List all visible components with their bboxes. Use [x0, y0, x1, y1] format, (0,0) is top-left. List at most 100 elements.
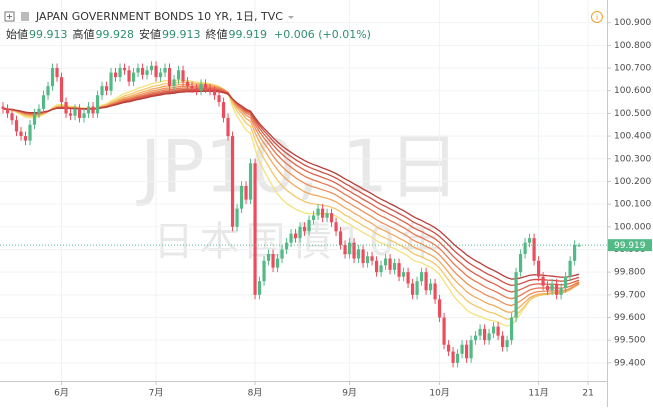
candle [406, 267, 410, 289]
candle [176, 65, 181, 84]
candle-body [118, 68, 122, 78]
candle [221, 97, 226, 123]
candle [127, 65, 131, 87]
candle [271, 249, 275, 273]
candle [482, 324, 487, 345]
candle-body [275, 258, 280, 268]
candle-body [307, 219, 311, 232]
candle [230, 131, 235, 232]
candle-body [410, 283, 415, 295]
info-icon[interactable] [591, 11, 603, 23]
candle [392, 258, 397, 275]
candle [374, 256, 379, 277]
watermark: JP10, 1日 日本国債10年 [136, 125, 460, 265]
candle-body [185, 81, 190, 87]
candle [41, 90, 46, 114]
candle [217, 90, 221, 107]
candle [424, 267, 428, 295]
candle-body [190, 86, 194, 89]
candle [253, 158, 257, 300]
candle-body [293, 233, 298, 239]
candle [203, 79, 208, 93]
candle [55, 63, 59, 82]
candle-body [68, 113, 73, 116]
candle-body [329, 213, 334, 223]
candle-body [145, 70, 149, 75]
candle-body [496, 326, 500, 336]
candle-body [203, 83, 208, 89]
x-tick-label: 21 [582, 389, 593, 399]
x-tick-label: 11月 [528, 388, 548, 399]
ohlc-label: 終値 [206, 27, 228, 41]
candle [77, 104, 82, 123]
candle-body [181, 70, 185, 82]
candle [415, 276, 419, 300]
y-tick-label: 100.500 [614, 109, 651, 119]
y-tick-label: 100.400 [614, 132, 651, 142]
candle-body [370, 256, 374, 261]
candle-body [131, 72, 136, 82]
candle [86, 102, 91, 118]
candle [149, 61, 154, 75]
candle [352, 238, 356, 264]
candle-body [563, 276, 568, 289]
candle-body [266, 254, 271, 261]
candle [451, 346, 455, 368]
candle-body [46, 86, 50, 96]
candle [23, 131, 28, 146]
candle-body [136, 68, 140, 73]
candle [235, 204, 239, 232]
collapse-icon[interactable] [4, 11, 15, 22]
y-tick-label: 99.800 [614, 268, 646, 278]
candle [136, 63, 140, 78]
candle [122, 63, 127, 75]
candle-body [334, 222, 338, 232]
candle [527, 233, 532, 248]
candle-body [487, 333, 491, 341]
ohlc-value: 99.928 [96, 28, 135, 41]
candle-body [482, 328, 487, 341]
candle [316, 204, 320, 220]
candle-body [127, 70, 131, 82]
candle-body [158, 72, 163, 78]
candle-body [122, 68, 127, 71]
candle-body [406, 272, 410, 284]
candle [208, 83, 212, 96]
ohlc-value: 99.913 [162, 28, 201, 41]
x-tick-label: 8月 [248, 388, 263, 399]
y-tick-label: 100.700 [614, 64, 651, 74]
candle [28, 120, 32, 146]
candle [343, 240, 347, 259]
candle-body [212, 90, 217, 96]
candle-body [316, 208, 320, 216]
candle-body [338, 231, 343, 245]
candle-body [446, 344, 451, 352]
candle-body [199, 83, 203, 91]
candle [302, 222, 307, 236]
ohlc-values: 始値 99.913 高値 99.928 安値 99.913 終値 99.919 +0.006 (… [6, 27, 371, 41]
y-tick-label: 100.800 [614, 41, 651, 51]
candle-body [239, 185, 244, 209]
candle [550, 278, 554, 295]
candle-body [401, 272, 406, 277]
candle-body [289, 233, 293, 243]
candle [68, 108, 73, 121]
candle-body [509, 317, 514, 341]
info-icon-glyph: i [596, 13, 598, 22]
candle-body [532, 238, 536, 261]
candle [109, 68, 113, 96]
candle [509, 312, 514, 345]
candle [500, 331, 505, 352]
candle [244, 181, 248, 205]
candle [262, 256, 266, 286]
candle-body [257, 281, 262, 295]
y-tick-label: 99.600 [614, 313, 646, 323]
ohlc-value: 99.913 [29, 28, 68, 41]
y-tick-label: 100.300 [614, 154, 651, 164]
candle [212, 86, 217, 100]
candle-body [109, 72, 113, 91]
dropdown-arrow[interactable] [287, 16, 294, 19]
candle-body [325, 213, 329, 218]
candle [545, 281, 550, 295]
candle-body [478, 328, 482, 336]
